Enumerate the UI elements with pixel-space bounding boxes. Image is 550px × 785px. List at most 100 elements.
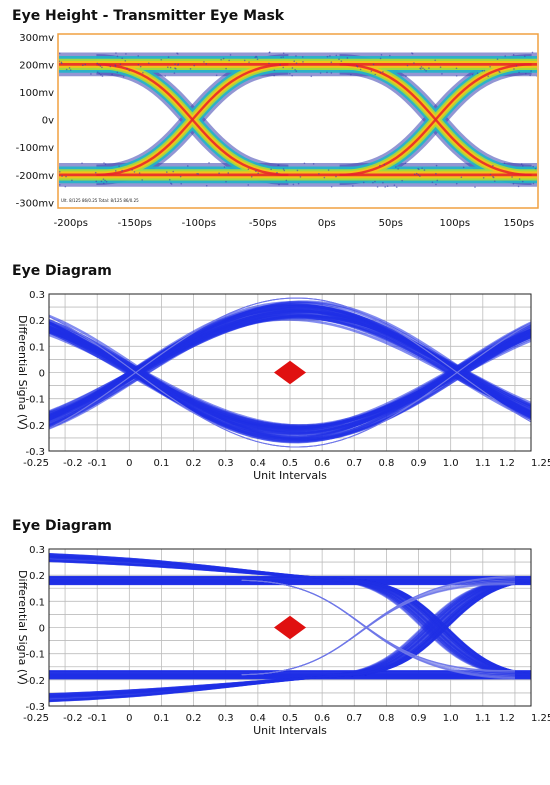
noise-dot [98,63,100,66]
eye-traces [0,51,537,188]
y-tick-label: -0.1 [25,650,45,661]
noise-dot [420,68,422,70]
y-tick-label: 0 [39,624,45,635]
noise-dot [81,162,83,164]
y-tick-label: -100mv [16,143,54,154]
noise-dot [177,64,179,66]
noise-dot [205,63,208,65]
eye-trace-outer [49,316,531,448]
noise-dot [482,176,485,179]
falling-edge [0,64,45,174]
noise-dot [383,163,386,166]
noise-dot [462,166,465,169]
x-tick-label: 0.8 [378,713,394,724]
noise-dot [474,186,476,188]
noise-dot [518,71,520,74]
noise-dot [128,69,131,72]
noise-dot [273,74,275,77]
noise-dot [101,66,103,69]
noise-dot [397,168,399,170]
noise-dot [174,63,176,66]
noise-dot [372,181,374,184]
y-tick-label: -200mv [16,171,54,182]
y-tick-label: 0v [42,116,54,127]
noise-dot [359,68,362,71]
noise-dot [404,162,407,165]
eye-mask-heatmap-chart: Ult. 8/125 86/0.25 Total: 8/125 86/0.25 3… [0,33,539,229]
x-tick-label: 0 [126,713,132,724]
y-tick-label: 0.3 [29,290,45,301]
noise-dot [406,64,409,67]
noise-dot [276,171,278,174]
x-tick-label: -0.25 [23,458,49,469]
outer-trace-high [49,554,371,582]
noise-dot [512,182,515,185]
noise-dot [285,179,288,182]
x-tick-label: 0.8 [378,458,394,469]
noise-dot [167,66,169,69]
noise-dot [205,184,208,187]
x-tick-label: 0 [126,458,132,469]
noise-dot [94,171,97,174]
x-tick-label: 1.2 [499,458,515,469]
noise-dot [68,67,71,69]
noise-dot [428,67,430,69]
x-tick-label: -100ps [182,218,216,229]
noise-dot [417,174,420,176]
falling-edge [0,64,45,174]
noise-dot [319,72,322,74]
noise-dot [255,170,257,173]
x-tick-label: 0.6 [314,458,330,469]
noise-dot [59,60,61,63]
noise-dot [326,71,328,74]
noise-dot [374,180,376,183]
noise-dot [186,165,189,167]
traces [49,553,531,703]
noise-dot [282,52,285,54]
noise-dot [114,65,117,67]
noise-dot [203,61,205,63]
noise-dot [61,175,63,177]
noise-dot [382,71,384,73]
noise-dot [229,54,232,56]
y-tick-label: -0.2 [25,421,45,432]
noise-dot [532,165,534,168]
noise-dot [137,55,140,57]
noise-dot [124,60,127,62]
eye-trace [49,318,531,415]
x-axis-label: Unit Intervals [253,724,327,737]
y-axis-label: Differential Signa (V) [16,570,29,685]
noise-dot [247,168,250,171]
noise-dot [441,73,443,75]
noise-dot [455,67,458,70]
x-tick-label: -0.1 [87,458,107,469]
noise-dot [82,64,84,67]
noise-dot [536,75,537,77]
noise-dot [169,66,172,69]
noise-dot [515,65,518,67]
eye-diagram-chart-2: 0.3 0.2 0.1 0 -0.1 -0.2 -0.3-0.25 -0.2 -0.1 0 0.1 0… [16,545,550,737]
noise-dot [329,55,331,57]
rising-edge [96,63,289,177]
x-tick-label: -150ps [118,218,152,229]
x-tick-label: 0.4 [250,713,266,724]
noise-dot [511,176,513,178]
noise-dot [96,62,99,65]
noise-dot [521,180,524,183]
noise-dot [435,183,437,186]
eye-mask-diamond [273,615,307,640]
noise-dot [102,182,105,185]
noise-dot [493,180,496,182]
x-tick-label: 0.9 [411,458,427,469]
noise-dot [504,55,507,57]
x-tick-label: 0.9 [411,713,427,724]
x-tick-label: 0.1 [154,713,170,724]
noise-dot [296,169,299,172]
noise-dot [299,176,302,178]
noise-dot [423,68,426,71]
noise-dot [419,175,421,177]
noise-dot [71,179,73,182]
noise-dot [376,186,379,188]
x-tick-label: 1.25 [531,458,550,469]
noise-dot [335,175,337,178]
